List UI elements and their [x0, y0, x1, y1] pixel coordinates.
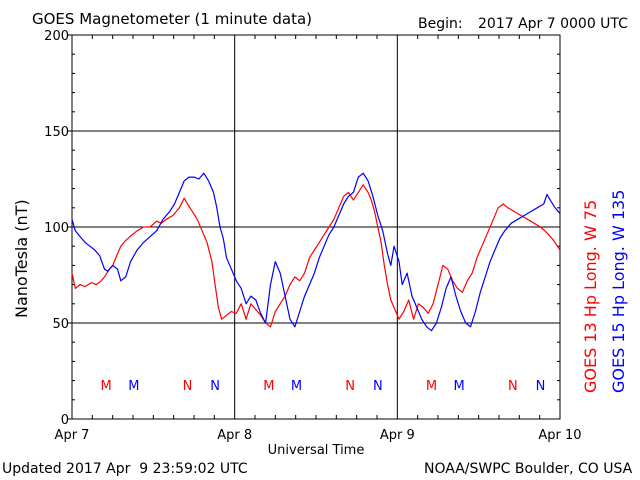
noon-marker: N — [373, 379, 383, 394]
begin-label: Begin: — [418, 16, 463, 32]
x-axis-label: Universal Time — [268, 443, 365, 458]
y-tick-label: 200 — [44, 29, 69, 44]
midnight-marker: M — [291, 379, 302, 394]
noon-marker: N — [508, 379, 518, 394]
x-tick-label: Apr 9 — [380, 428, 415, 443]
y-tick-label: 150 — [44, 125, 69, 140]
midnight-marker: M — [263, 379, 274, 394]
legend-series-2: GOES 15 Hp Long. W 135 — [609, 189, 628, 393]
noon-marker: N — [183, 379, 193, 394]
y-tick-label: 100 — [44, 221, 69, 236]
series-line-2 — [71, 172, 561, 332]
updated-timestamp: Updated 2017 Apr 9 23:59:02 UTC — [2, 461, 248, 477]
x-tick-label: Apr 8 — [217, 428, 252, 443]
noon-marker: N — [345, 379, 355, 394]
x-tick-label: Apr 10 — [538, 428, 581, 443]
y-ticks: 0 50 100 150 200 — [44, 29, 560, 428]
source-credit: NOAA/SWPC Boulder, CO USA — [424, 461, 633, 477]
noon-marker: N — [210, 379, 220, 394]
x-tick-label: Apr 7 — [55, 428, 90, 443]
y-axis-label: NanoTesla (nT) — [12, 199, 31, 318]
x-ticks: Apr 7 Apr 8 Apr 9 Apr 10 — [55, 35, 582, 443]
midnight-marker: M — [454, 379, 465, 394]
series-group — [71, 172, 561, 332]
chart-title: GOES Magnetometer (1 minute data) — [32, 10, 313, 28]
chart-grid — [72, 35, 560, 419]
noon-marker: N — [536, 379, 546, 394]
midnight-marker: M — [426, 379, 437, 394]
legend-series-1: GOES 13 Hp Long. W 75 — [581, 199, 600, 393]
y-tick-label: 50 — [52, 317, 69, 332]
midnight-marker: M — [128, 379, 139, 394]
midnight-marker: M — [101, 379, 112, 394]
series-line-1 — [71, 184, 561, 328]
begin-value: 2017 Apr 7 0000 UTC — [478, 16, 628, 32]
y-tick-label: 0 — [61, 413, 69, 428]
